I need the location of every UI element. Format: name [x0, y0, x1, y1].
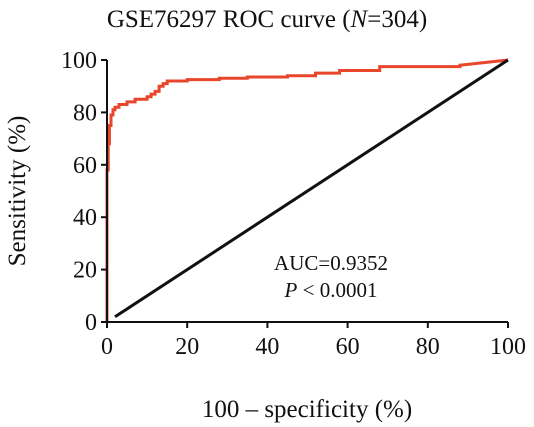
y-tick-label: 100 — [61, 48, 97, 74]
x-tick-label: 20 — [175, 334, 199, 360]
x-tick-label: 100 — [490, 334, 526, 360]
roc-curve-line — [105, 58, 509, 322]
x-tick-label: 60 — [336, 334, 360, 360]
reference-diagonal-line — [114, 58, 509, 319]
p-symbol: P — [284, 278, 298, 302]
axis-ticks: 0 20 40 60 80 100 0 20 40 60 80 100 — [61, 48, 526, 360]
y-axis-label: Sensitivity (%) — [4, 116, 31, 267]
x-axis-label: 100 – specificity (%) — [202, 396, 412, 423]
chart-title-n: N — [350, 6, 369, 33]
x-tick-label: 40 — [255, 334, 279, 360]
y-tick-label: 40 — [73, 205, 97, 231]
y-tick-label: 0 — [85, 310, 97, 336]
y-tick-label: 60 — [73, 153, 97, 179]
x-tick-label: 80 — [416, 334, 440, 360]
y-tick-label: 80 — [73, 100, 97, 126]
plot-series — [105, 58, 509, 322]
p-rest: < 0.0001 — [297, 278, 377, 302]
chart-title-suffix: =304) — [367, 6, 427, 33]
chart-title: GSE76297 ROC curve (N=304) — [107, 6, 427, 33]
y-tick-label: 20 — [73, 258, 97, 284]
p-value-annotation: P < 0.0001 — [284, 278, 378, 302]
x-tick-label: 0 — [101, 334, 113, 360]
auc-annotation: AUC=0.9352 — [274, 251, 388, 275]
chart-title-prefix: GSE76297 ROC curve ( — [107, 6, 351, 33]
